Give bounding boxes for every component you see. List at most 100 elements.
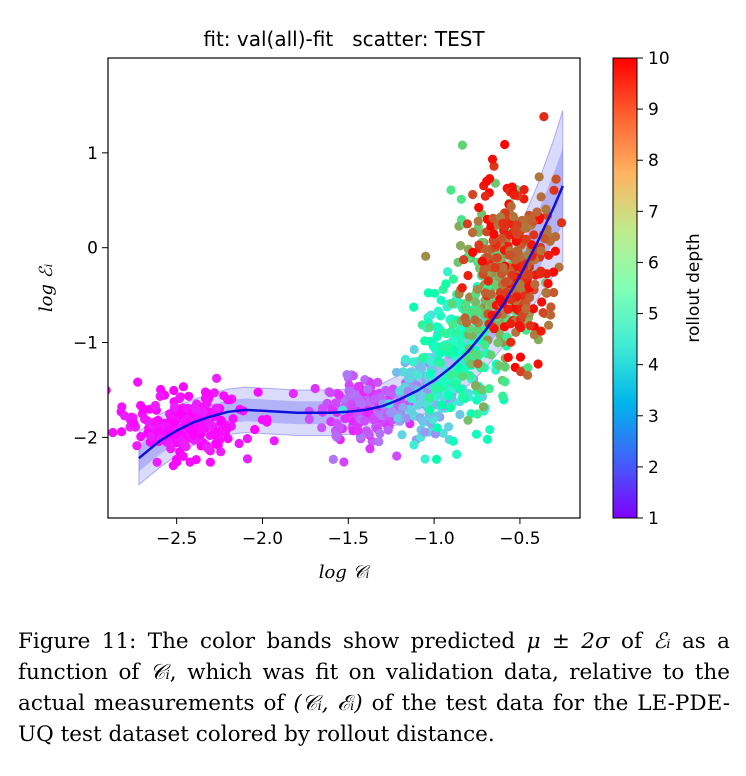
scatter-point: [117, 402, 127, 412]
caption-math-e: ℰᵢ: [653, 629, 671, 654]
scatter-point: [523, 363, 533, 373]
scatter-point: [557, 218, 567, 228]
scatter-point: [487, 154, 498, 164]
scatter-point: [470, 315, 480, 325]
scatter-point: [474, 202, 484, 213]
scatter-point: [478, 402, 488, 412]
caption-mid2: as a function of: [18, 629, 731, 685]
colorbar-label: rollout depth: [684, 233, 704, 342]
scatter-point: [449, 379, 459, 389]
scatter-point: [500, 362, 510, 372]
scatter-point: [353, 425, 363, 436]
colorbar-tick-label: 8: [648, 151, 659, 171]
scatter-point: [150, 400, 160, 411]
scatter-point: [435, 358, 445, 368]
y-axis-ticks: −2 −1 0 1: [73, 144, 108, 448]
scatter-point: [370, 394, 380, 404]
scatter-point: [500, 139, 510, 150]
scatter-point: [498, 263, 508, 273]
scatter-point: [374, 437, 384, 447]
x-axis-label: log 𝒞ᵢ: [319, 562, 371, 583]
scatter-point: [472, 409, 483, 419]
scatter-point: [387, 407, 397, 417]
scatter-point: [417, 415, 427, 426]
scatter-point: [477, 256, 487, 266]
scatter-point: [357, 399, 367, 409]
scatter-point: [510, 225, 520, 235]
scatter-point: [484, 384, 494, 394]
scatter-point: [211, 403, 221, 413]
scatter-point: [480, 340, 490, 350]
scatter-point: [184, 391, 194, 401]
scatter-point: [529, 330, 539, 340]
scatter-point: [340, 413, 350, 423]
scatter-point: [457, 140, 467, 150]
scatter-point: [420, 427, 430, 437]
scatter-point: [304, 414, 314, 424]
caption-math-c: 𝒞ᵢ: [149, 660, 170, 685]
colorbar-ticks: 1 2 3 4 5 6 7 8 9 10: [637, 49, 670, 529]
colorbar-tick-label: 9: [648, 100, 659, 120]
scatter-point: [472, 395, 482, 405]
scatter-point: [505, 250, 515, 260]
scatter-point: [383, 425, 393, 435]
scatter-point: [486, 289, 496, 299]
scatter-point: [317, 403, 327, 414]
scatter-point: [191, 404, 201, 414]
scatter-point: [503, 304, 513, 314]
scatter-point: [527, 213, 537, 223]
scatter-point: [117, 427, 127, 437]
scatter-point: [334, 423, 345, 433]
scatter-point: [512, 246, 523, 256]
scatter-point: [509, 190, 519, 200]
scatter-point: [550, 232, 561, 242]
scatter-point: [428, 341, 439, 352]
scatter-point: [393, 413, 403, 423]
scatter-point: [425, 405, 435, 415]
scatter-point: [418, 353, 428, 363]
scatter-point: [408, 357, 418, 367]
scatter-point: [221, 423, 231, 433]
scatter-point: [537, 297, 547, 307]
scatter-point: [170, 401, 180, 412]
scatter-point: [156, 384, 166, 395]
scatter-point: [397, 430, 407, 440]
scatter-point: [447, 299, 457, 309]
fit-mean-line: [138, 185, 564, 460]
scatter-point: [551, 174, 561, 184]
scatter-point: [436, 295, 446, 305]
scatter-point: [470, 297, 481, 307]
scatter-point: [202, 388, 212, 398]
scatter-point: [525, 321, 535, 331]
scatter-point: [446, 185, 456, 195]
scatter-point: [461, 318, 472, 328]
scatter-point: [234, 438, 244, 449]
scatter-point: [288, 388, 298, 399]
scatter-point: [174, 394, 185, 404]
scatter-point: [506, 337, 516, 347]
scatter-point: [133, 377, 143, 387]
scatter-point: [365, 444, 375, 454]
scatter-point: [521, 304, 531, 314]
scatter-point: [443, 267, 453, 277]
scatter-point: [445, 403, 455, 413]
scatter-point: [202, 443, 212, 453]
scatter-point: [463, 270, 473, 281]
scatter-point: [508, 211, 518, 222]
scatter-point: [546, 302, 556, 312]
scatter-point: [304, 406, 314, 416]
scatter-point: [536, 192, 546, 202]
scatter-point: [392, 451, 402, 461]
scatter-point: [395, 386, 405, 396]
scatter-point: [549, 185, 559, 195]
scatter-point: [202, 398, 212, 408]
scatter-point: [152, 457, 162, 467]
scatter-point: [454, 362, 464, 372]
y-tick-label: −1: [73, 334, 98, 354]
scatter-point: [129, 419, 139, 429]
scatter-point: [432, 423, 442, 433]
scatter-point: [363, 384, 373, 394]
scatter-point: [521, 234, 531, 244]
scatter-point: [498, 391, 508, 401]
scatter-point: [473, 359, 483, 369]
